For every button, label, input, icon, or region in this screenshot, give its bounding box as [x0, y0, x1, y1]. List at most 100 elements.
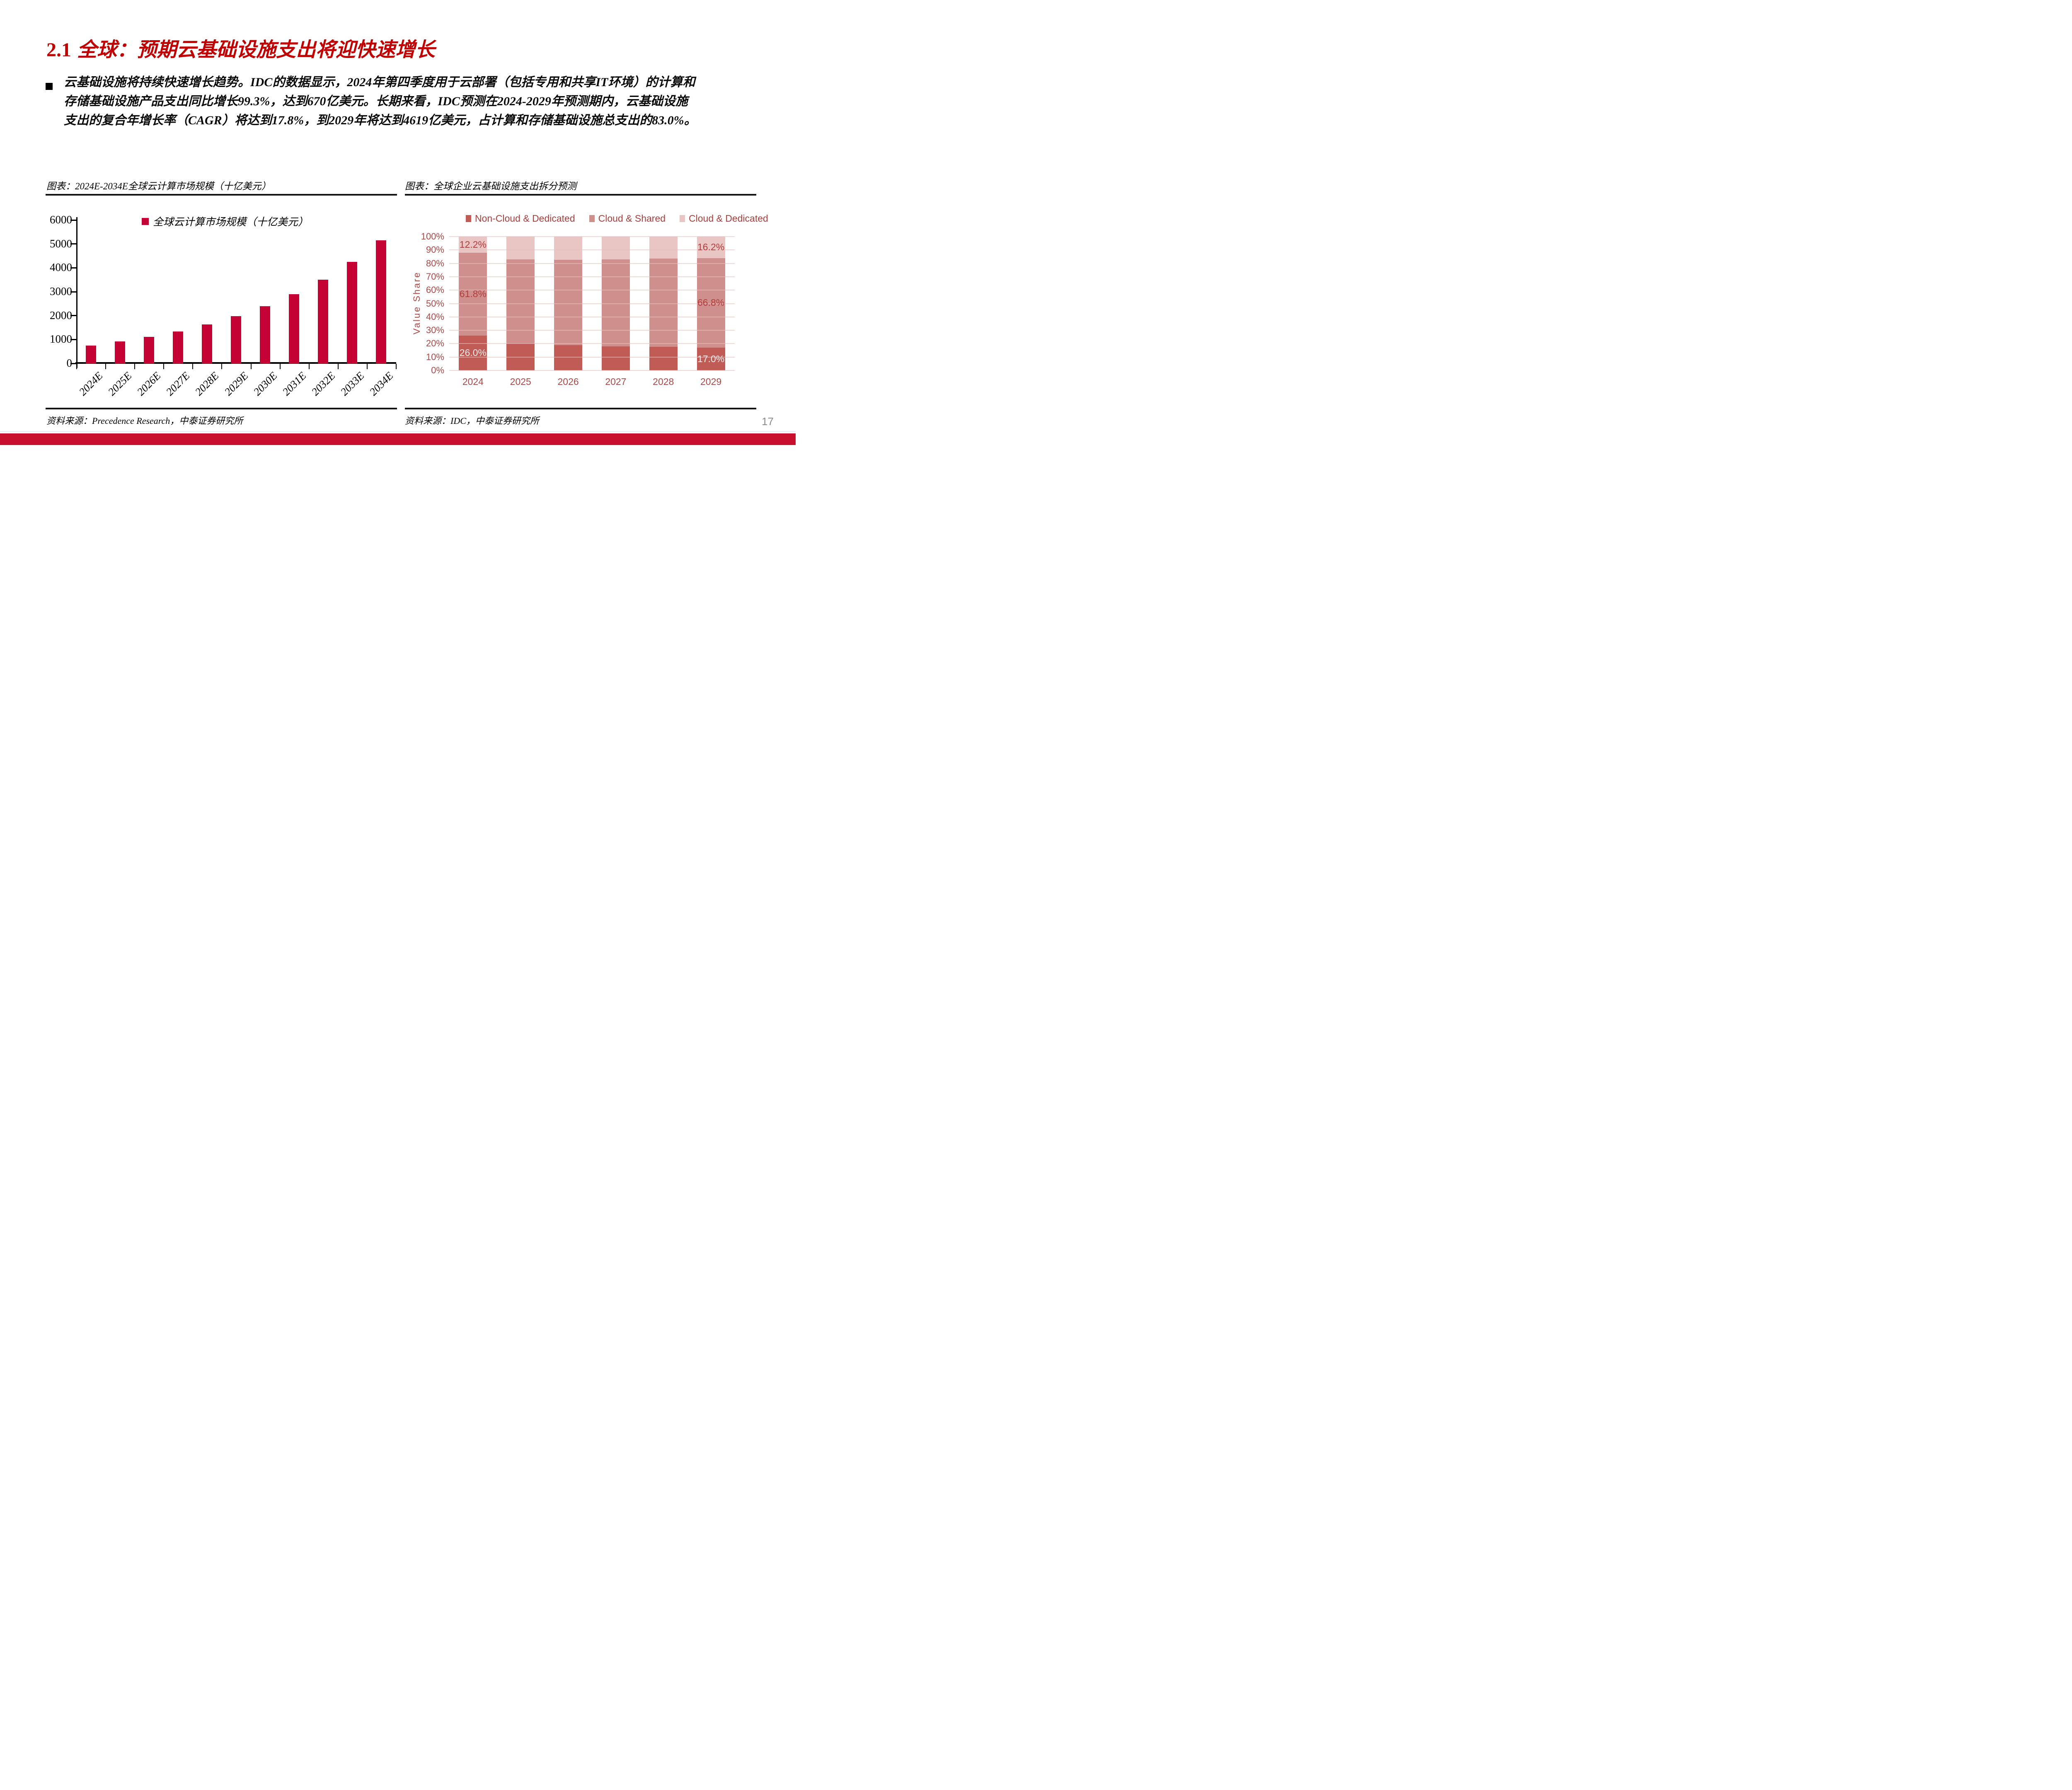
stack-segment-2026-2: [554, 259, 583, 345]
x-tick: [366, 364, 368, 369]
legend-item: Cloud & Shared: [589, 213, 666, 224]
gridline: [449, 370, 735, 371]
x-tick: [163, 364, 165, 369]
bar-2024E: [85, 345, 96, 363]
x-tick-label: 2024: [462, 376, 484, 387]
legend-label: 全球云计算市场规模（十亿美元）: [153, 217, 309, 228]
bar-2034E: [376, 240, 387, 363]
data-label: 17.0%: [697, 353, 725, 364]
footer-divider: [0, 431, 796, 432]
x-tick-label: 2029: [700, 376, 722, 387]
y-tick-label: 1000: [50, 333, 72, 346]
y-tick: [70, 267, 76, 268]
x-tick: [337, 364, 339, 369]
section-number: 2.1: [46, 39, 71, 61]
y-tick-label: 20%: [426, 338, 444, 349]
stack-segment-2024-2: [459, 253, 487, 336]
gridline: [449, 276, 735, 277]
body-line: 云基础设施将持续快速增长趋势。IDC的数据显示，2024年第四季度用于云部署（包…: [64, 75, 695, 89]
legend-swatch: [589, 215, 595, 222]
stack-segment-2025-2: [506, 259, 535, 344]
left-source-rule: [46, 408, 397, 409]
stack-segment-2027-1: [601, 346, 630, 370]
stack-segment-2029-1: [697, 348, 725, 370]
legend-swatch: [142, 218, 149, 225]
y-tick-label: 3000: [50, 285, 72, 298]
right-chart-legend: Non-Cloud & Dedicated Cloud & Shared Cloud…: [466, 213, 768, 224]
right-figure-caption: 图表：全球企业云基础设施支出拆分预测: [405, 181, 576, 191]
bar-2033E: [347, 261, 358, 363]
x-tick-label: 2025: [510, 376, 531, 387]
stack-segment-2028-1: [649, 347, 678, 370]
gridline: [449, 330, 735, 331]
right-figure-source: 资料来源：IDC，中泰证券研究所: [405, 416, 539, 426]
y-tick-label: 80%: [426, 258, 444, 268]
bar-2029E: [231, 316, 241, 363]
stack-segment-2024-1: [459, 336, 487, 370]
y-tick-label: 0: [66, 357, 73, 369]
gridline: [449, 236, 735, 237]
bar-2032E: [318, 279, 329, 363]
data-label: 26.0%: [459, 347, 487, 358]
stack-segment-2029-3: [697, 237, 725, 259]
x-tick: [192, 364, 194, 369]
y-tick-label: 4000: [50, 261, 72, 274]
legend-label: Cloud & Shared: [598, 213, 666, 224]
x-tick: [308, 364, 310, 369]
stack-segment-2027-2: [601, 259, 630, 346]
y-tick-label: 2000: [50, 309, 72, 322]
data-label: 61.8%: [459, 288, 487, 300]
legend-label: Cloud & Dedicated: [689, 213, 768, 224]
gridline: [449, 343, 735, 344]
y-tick: [70, 315, 76, 317]
stack-segment-2026-1: [554, 345, 583, 370]
bullet-square-icon: [46, 83, 53, 90]
bar-2025E: [114, 341, 125, 363]
stack-segment-2028-2: [649, 259, 678, 347]
x-tick: [221, 364, 223, 369]
y-tick: [70, 339, 76, 340]
legend-item: Non-Cloud & Dedicated: [466, 213, 575, 224]
x-tick: [105, 364, 107, 369]
x-tick: [134, 364, 136, 369]
bar-2027E: [172, 331, 183, 363]
body-paragraph: 云基础设施将持续快速增长趋势。IDC的数据显示，2024年第四季度用于云部署（包…: [64, 73, 764, 130]
body-line: 存储基础设施产品支出同比增长99.3%，达到670亿美元。长期来看，IDC预测在…: [64, 94, 688, 108]
stack-segment-2026-3: [554, 237, 583, 260]
x-tick: [396, 364, 397, 369]
y-tick: [70, 219, 76, 221]
y-tick-label: 70%: [426, 271, 444, 282]
bar-2030E: [260, 306, 271, 363]
legend-swatch: [466, 215, 471, 222]
legend-item: Cloud & Dedicated: [680, 213, 768, 224]
y-tick: [70, 243, 76, 245]
x-tick-label: 2027: [605, 376, 627, 387]
y-tick-label: 6000: [50, 213, 72, 226]
page-number: 17: [762, 415, 774, 428]
x-tick-label: 2028: [653, 376, 674, 387]
data-label: 12.2%: [459, 239, 487, 250]
x-tick-label: 2026: [557, 376, 579, 387]
x-tick: [76, 364, 77, 369]
stack-segment-2027-3: [601, 237, 630, 259]
y-tick: [70, 291, 76, 293]
left-figure-source: 资料来源：Precedence Research，中泰证券研究所: [46, 416, 243, 426]
y-tick-label: 100%: [421, 231, 444, 242]
bar-2026E: [143, 337, 154, 363]
bar-2031E: [289, 294, 300, 363]
y-tick-label: 5000: [50, 237, 72, 250]
body-line: 支出的复合年增长率（CAGR）将达到17.8%，到2029年将达到4619亿美元…: [64, 114, 697, 127]
left-figure-caption: 图表：2024E-2034E全球云计算市场规模（十亿美元）: [46, 181, 271, 191]
y-tick-label: 40%: [426, 311, 444, 322]
y-tick-label: 30%: [426, 325, 444, 336]
stack-segment-2025-1: [506, 343, 535, 370]
y-tick-label: 0%: [431, 365, 444, 375]
section-title-text: 全球：预期云基础设施支出将迎快速增长: [77, 39, 436, 61]
legend-label: Non-Cloud & Dedicated: [475, 213, 575, 224]
data-label: 66.8%: [697, 297, 725, 308]
slide: 2.1 全球：预期云基础设施支出将迎快速增长 云基础设施将持续快速增长趋势。IDC…: [0, 0, 796, 448]
y-tick-label: 10%: [426, 351, 444, 362]
right-chart-y-axis-title: Value Share: [411, 271, 422, 335]
left-chart-legend: 全球云计算市场规模（十亿美元）: [142, 214, 308, 229]
gridline: [449, 263, 735, 264]
